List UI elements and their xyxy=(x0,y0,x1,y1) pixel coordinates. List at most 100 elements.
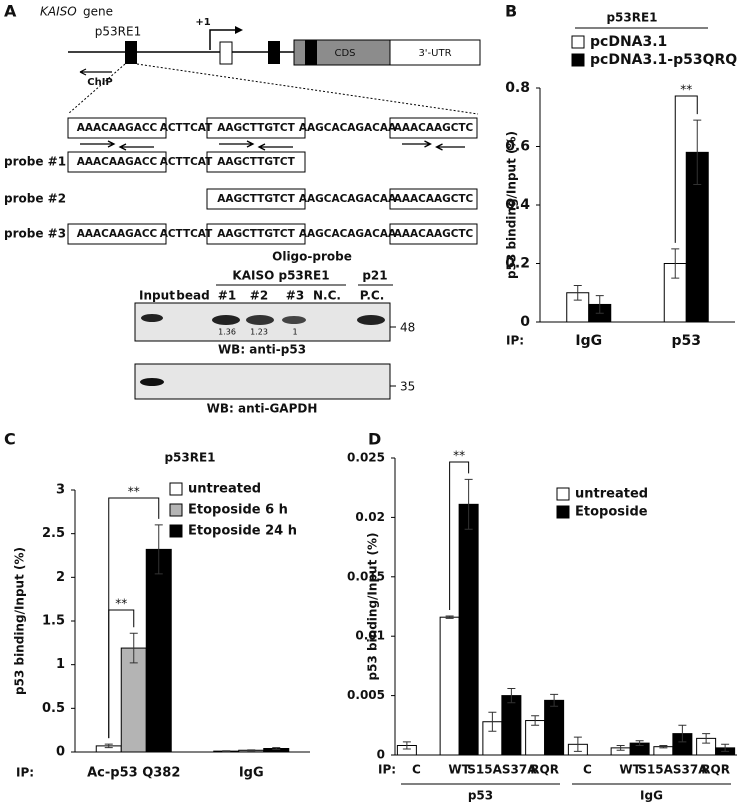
x-prefix: IP: xyxy=(16,766,34,780)
blot-band xyxy=(282,316,306,324)
blot-group-label: p21 xyxy=(362,269,387,283)
group-label: p53 xyxy=(468,789,493,803)
bar xyxy=(145,548,172,753)
blot-caption: WB: anti-GAPDH xyxy=(207,402,318,416)
half-site-arrow xyxy=(219,140,293,151)
half-site-box xyxy=(67,151,167,173)
legend-swatch xyxy=(556,487,570,501)
legend-swatch xyxy=(169,503,183,517)
zoom-line xyxy=(67,63,126,115)
error-bar xyxy=(531,715,540,726)
error-bar xyxy=(616,744,625,751)
sequence-segment: ACTTCAT xyxy=(160,156,213,168)
sequence-segment: AAGCACAGACAA xyxy=(299,228,397,240)
legend-label: untreated xyxy=(188,482,261,497)
blot-band xyxy=(246,315,274,325)
y-tick-label: 0.015 xyxy=(347,569,385,583)
half-site-box xyxy=(389,117,478,139)
sequence-segment: AAGCTTGTCT xyxy=(217,122,295,134)
x-tick-label: IgG xyxy=(575,333,602,349)
significance-label: ** xyxy=(115,597,127,611)
sequence-segment: AAGCTTGTCT xyxy=(217,193,295,205)
error-bar xyxy=(104,743,113,749)
x-tick-label: S15AS37A xyxy=(638,763,708,777)
x-tick-label: p53 xyxy=(671,333,701,349)
error-bar xyxy=(222,750,231,753)
sequence-segment: ACTTCAT xyxy=(160,228,213,240)
x-tick-label: S15AS37A xyxy=(467,763,537,777)
x-tick-label: IgG xyxy=(239,766,264,781)
y-tick-label: 0.8 xyxy=(505,80,530,96)
legend-swatch xyxy=(571,35,585,49)
bar xyxy=(458,503,479,756)
y-axis-label: p53 binding/Input (%) xyxy=(505,131,519,279)
y-tick-label: 0 xyxy=(520,314,530,330)
y-tick-label: 0.02 xyxy=(355,510,385,524)
lane-label: N.C. xyxy=(313,289,341,303)
sequence-segment: AAACAAGCTC xyxy=(394,228,474,240)
lane-label: #1 xyxy=(218,289,236,303)
blot-caption: WB: anti-p53 xyxy=(218,343,306,357)
error-bar xyxy=(595,295,604,314)
blot-band xyxy=(212,315,240,325)
x-tick-label: C xyxy=(412,763,421,777)
legend-label: Etoposide 24 h xyxy=(188,524,297,539)
bar xyxy=(544,699,565,756)
half-site-box xyxy=(389,188,478,210)
error-bar xyxy=(550,693,559,707)
band-quantity: 1 xyxy=(292,328,297,337)
error-bar xyxy=(445,615,454,619)
sequence-segment: AAACAAGCTC xyxy=(394,122,474,134)
half-site-box xyxy=(389,223,478,245)
y-tick-label: 0.2 xyxy=(505,256,530,272)
y-tick-label: 0 xyxy=(377,748,385,762)
y-tick-label: 0.5 xyxy=(42,701,65,716)
sequence-segment: AAGCTTGTCT xyxy=(217,156,295,168)
cds-label: CDS xyxy=(334,48,355,59)
tss-arrowhead xyxy=(235,26,243,34)
x-tick-label: RQR xyxy=(530,763,559,777)
group-label: IgG xyxy=(640,789,663,803)
half-site-box xyxy=(206,223,306,245)
y-axis-label: p53 binding/Input (%) xyxy=(366,533,380,681)
gene-suffix: gene xyxy=(83,5,113,19)
y-tick-label: 2 xyxy=(56,570,65,585)
half-site-box xyxy=(206,188,306,210)
legend-label: Etoposide xyxy=(575,505,648,520)
error-bar xyxy=(721,743,730,752)
blot-membrane xyxy=(134,363,391,400)
error-bar xyxy=(464,478,473,530)
legend-label: untreated xyxy=(575,487,648,502)
bar xyxy=(439,616,460,756)
significance-label: ** xyxy=(453,449,465,463)
band-quantity: 1.23 xyxy=(250,328,268,337)
legend-label: pcDNA3.1 xyxy=(590,34,667,50)
error-bar xyxy=(573,284,582,301)
error-bar xyxy=(678,724,687,743)
marker-label: 48 xyxy=(400,321,415,335)
sequence-segment: AAACAAGACC xyxy=(77,228,158,240)
significance-bracket xyxy=(449,461,470,611)
lane-label: #2 xyxy=(250,289,268,303)
x-prefix: IP: xyxy=(506,334,524,348)
y-tick-label: 0.01 xyxy=(355,629,385,643)
blot-band xyxy=(141,314,163,322)
legend-swatch xyxy=(169,482,183,496)
panel-label: D xyxy=(368,430,381,449)
y-tick-label: 1.5 xyxy=(42,614,65,629)
y-tick-label: 0.6 xyxy=(505,139,530,155)
y-tick-label: 0.025 xyxy=(347,451,385,465)
significance-bracket xyxy=(674,95,698,243)
marker-label: 35 xyxy=(400,380,415,394)
legend-swatch xyxy=(571,53,585,67)
sequence-segment: AAGCACAGACAA xyxy=(299,193,397,205)
half-site-arrow xyxy=(402,140,465,151)
y-tick-label: 1 xyxy=(56,657,65,672)
error-bar xyxy=(573,736,582,752)
exon xyxy=(125,41,137,64)
lane-label: #3 xyxy=(286,289,304,303)
panel-label: A xyxy=(4,2,17,21)
error-bar xyxy=(129,632,138,664)
chip-primer xyxy=(79,68,112,76)
